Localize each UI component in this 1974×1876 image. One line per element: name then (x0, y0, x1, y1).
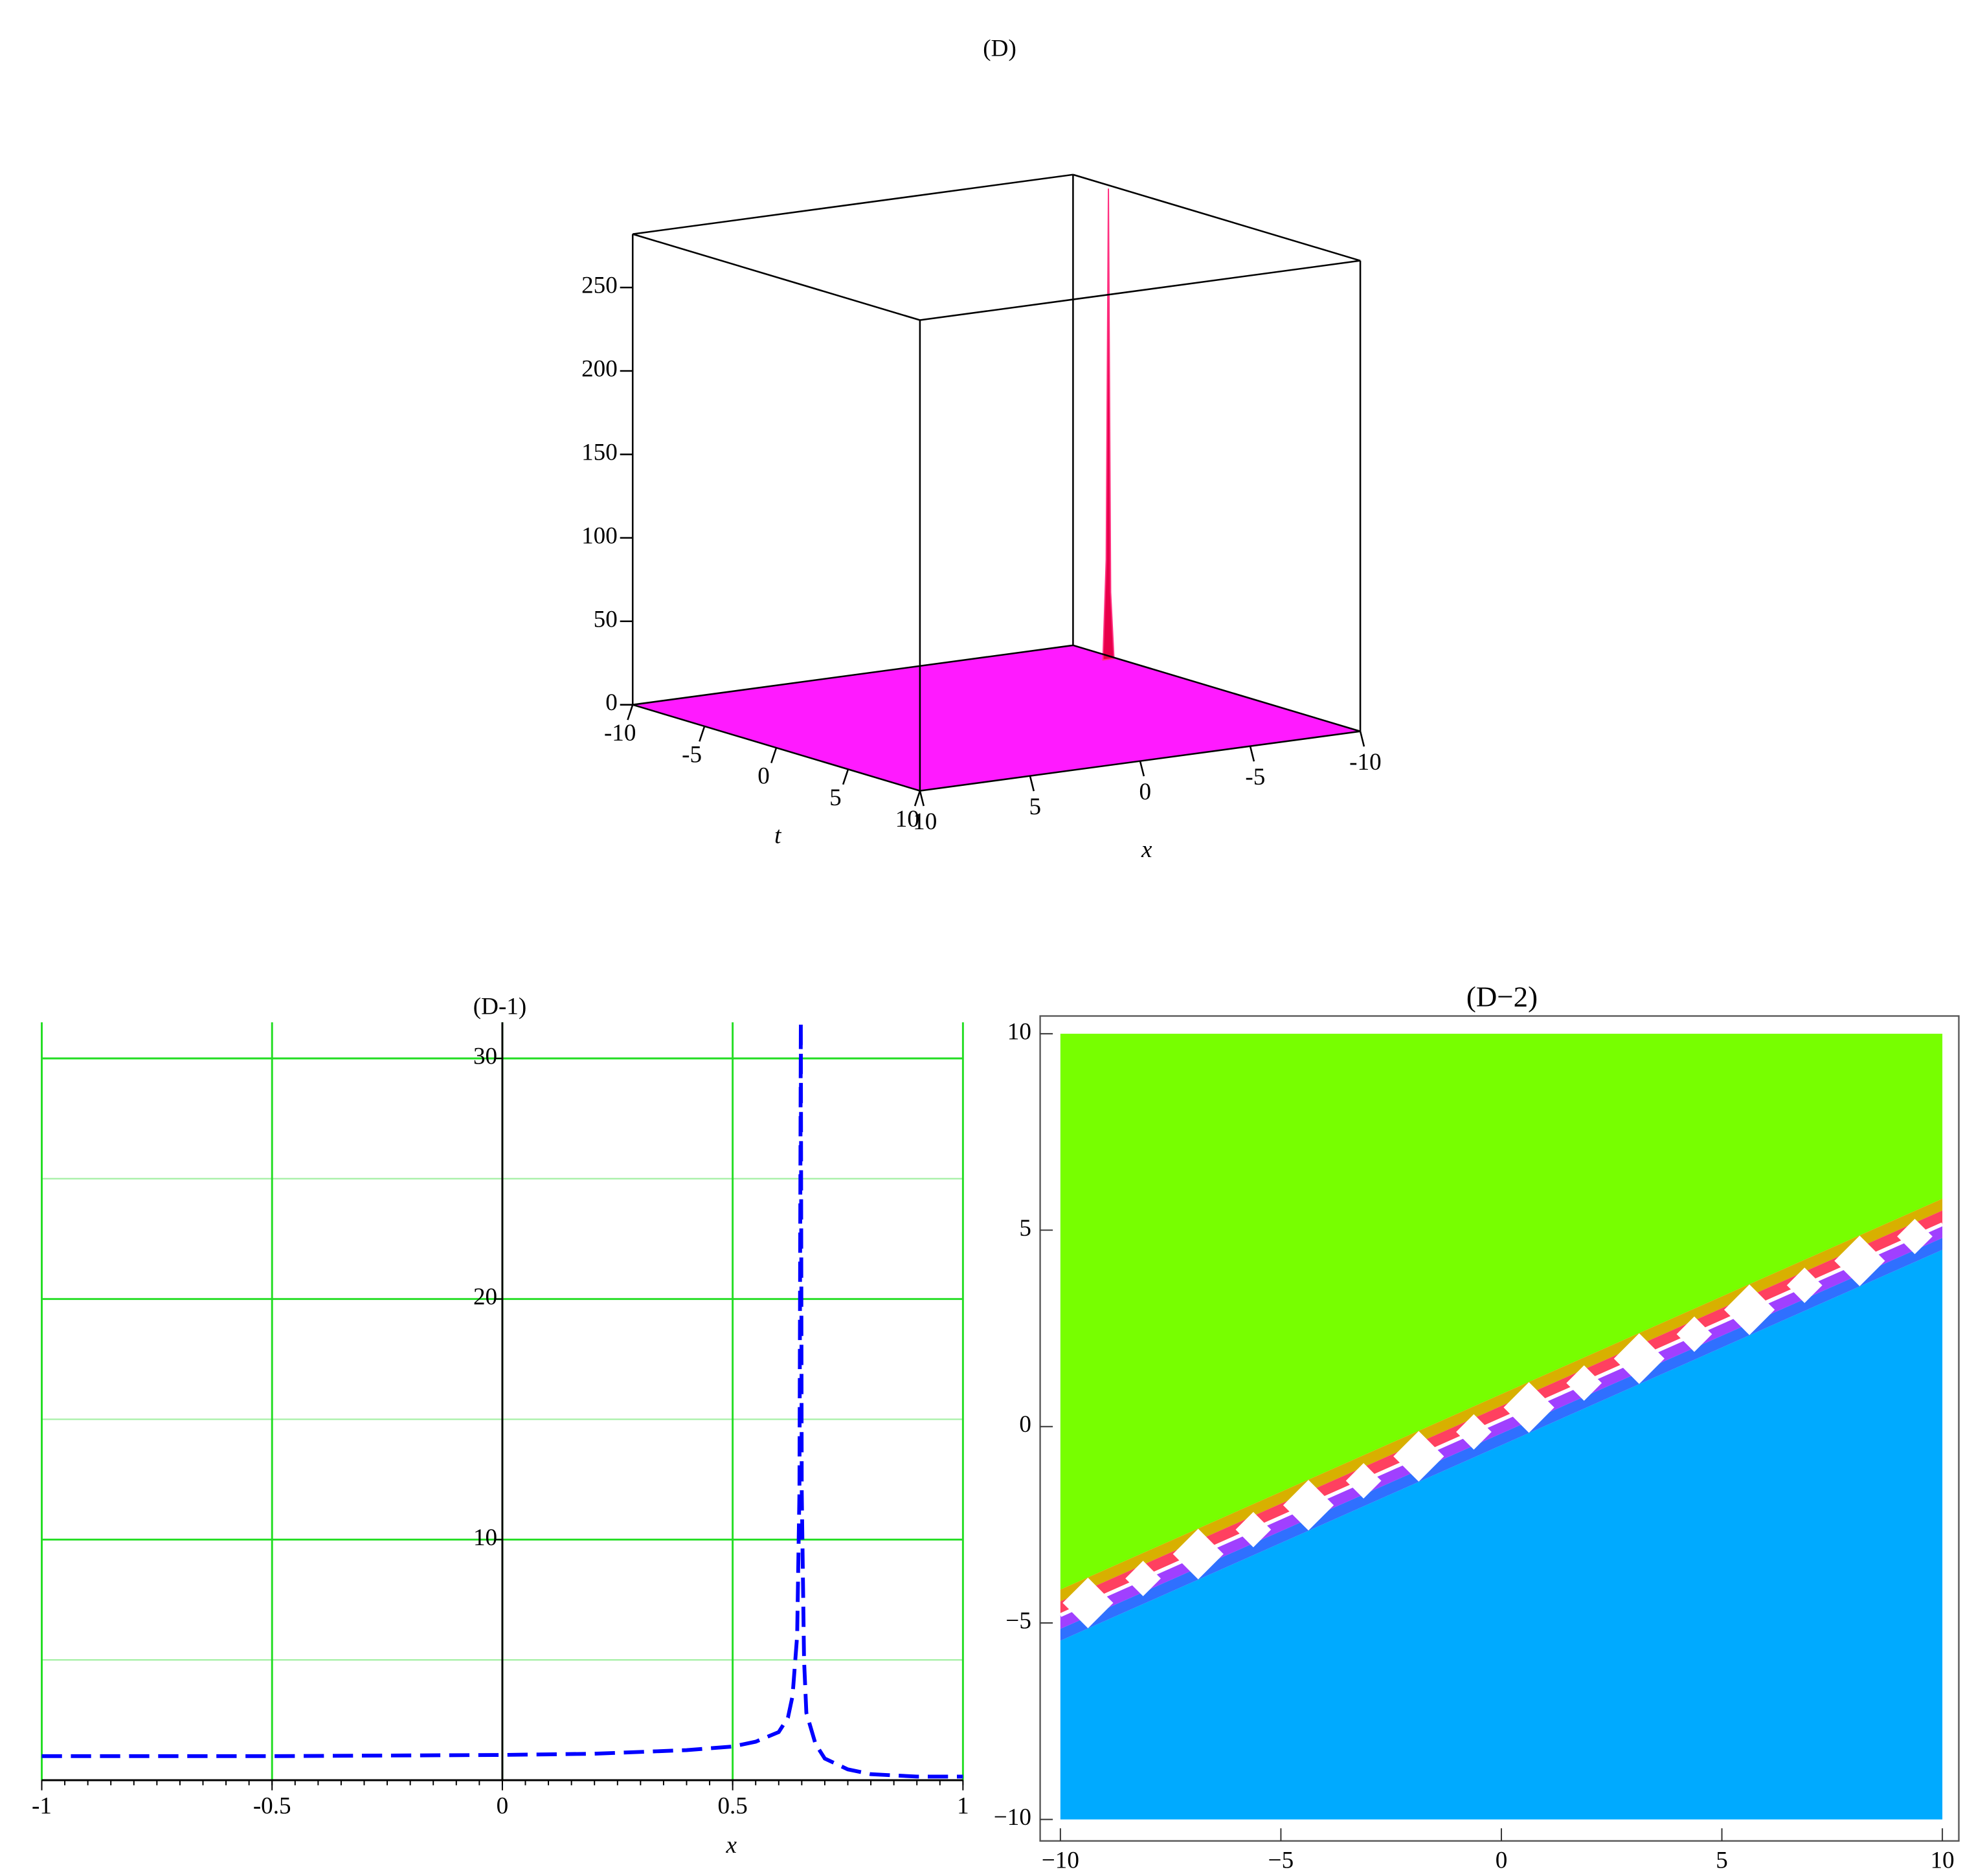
surface-floor (633, 645, 1361, 791)
box-edge (633, 644, 1073, 706)
box-edge (1073, 173, 1361, 262)
box-edge (919, 260, 1361, 321)
x-tick-label: -0.5 (253, 1793, 291, 1820)
t-tick (842, 768, 849, 785)
y-tick-label: 10 (473, 1524, 497, 1551)
x-tick-label: −5 (1268, 1848, 1294, 1874)
x-tick (1249, 746, 1255, 762)
z-tick-label: 100 (581, 522, 618, 549)
chart-title: (D−2) (1466, 980, 1538, 1012)
box-edge (1073, 644, 1361, 732)
x-tick-label: -1 (32, 1793, 52, 1820)
band-diamond (1724, 1284, 1775, 1335)
band-diamond (1283, 1480, 1334, 1531)
axis-label: x (725, 1832, 737, 1859)
box-edge (632, 233, 921, 321)
band-diamond (1897, 1218, 1933, 1255)
x-tick-label: 0 (1496, 1848, 1508, 1874)
x-tick-label: 0 (497, 1793, 509, 1820)
t-tick (699, 726, 706, 742)
x-tick-label: 10 (913, 809, 937, 835)
axis-label: t (774, 822, 782, 849)
surface-peak (1102, 188, 1115, 661)
x-tick-label: -10 (1349, 749, 1382, 776)
band-diamond (1172, 1528, 1224, 1580)
x-tick-label: −10 (1042, 1848, 1079, 1874)
z-tick-label: 250 (581, 273, 618, 299)
t-tick-label: 0 (757, 763, 770, 790)
t-tick (627, 704, 634, 720)
lower-region (1060, 1249, 1943, 1820)
x-tick (919, 790, 925, 807)
x-tick-label: 0.5 (717, 1793, 747, 1820)
band-diamond (1786, 1267, 1823, 1303)
t-tick-label: 10 (895, 806, 919, 832)
t-tick-label: -10 (604, 720, 636, 746)
upper-region (1060, 1033, 1943, 1590)
line-series (41, 1022, 963, 1779)
band-diamond (1503, 1382, 1554, 1433)
z-tick-label: 150 (581, 439, 618, 465)
y-tick-label: 20 (473, 1284, 497, 1310)
x-tick (1029, 776, 1035, 792)
y-tick-label: −10 (994, 1804, 1031, 1831)
x-tick-label: -5 (1245, 764, 1265, 790)
chart-title: (D) (983, 36, 1016, 62)
x-tick (1139, 761, 1145, 777)
z-tick-label: 50 (594, 606, 618, 632)
band-diamond (1613, 1333, 1665, 1384)
x-tick-label: 5 (1029, 794, 1041, 820)
y-tick-label: 0 (1019, 1411, 1031, 1438)
band-strip (1060, 1238, 1943, 1641)
chart-title: (D-1) (473, 993, 526, 1020)
x-tick (1359, 731, 1365, 747)
y-tick-label: 30 (473, 1044, 497, 1070)
x-tick-label: 10 (1931, 1848, 1955, 1874)
y-tick-label: 10 (1007, 1018, 1031, 1045)
box-edge (633, 173, 1073, 235)
band-diamond (1566, 1365, 1602, 1401)
plot-frame (1039, 1015, 1960, 1842)
x-tick-label: 1 (957, 1793, 969, 1820)
t-tick (914, 790, 921, 807)
axis-label: x (1141, 836, 1152, 863)
band-diamond (1456, 1414, 1492, 1450)
t-tick-label: 5 (829, 785, 842, 811)
x-tick-label: 0 (1139, 779, 1152, 805)
y-tick-label: 5 (1019, 1215, 1031, 1242)
t-tick (770, 747, 778, 763)
band-strip (1060, 1210, 1943, 1616)
y-tick-label: −5 (1005, 1608, 1031, 1635)
z-tick-label: 200 (581, 356, 618, 383)
band-diamond (1393, 1431, 1444, 1482)
t-tick-label: -5 (682, 741, 702, 768)
z-tick-label: 0 (605, 689, 618, 716)
band-diamond (1834, 1235, 1885, 1286)
band-strip (1060, 1198, 1943, 1602)
band-strip (1060, 1224, 1943, 1629)
x-tick-label: 5 (1716, 1848, 1728, 1874)
